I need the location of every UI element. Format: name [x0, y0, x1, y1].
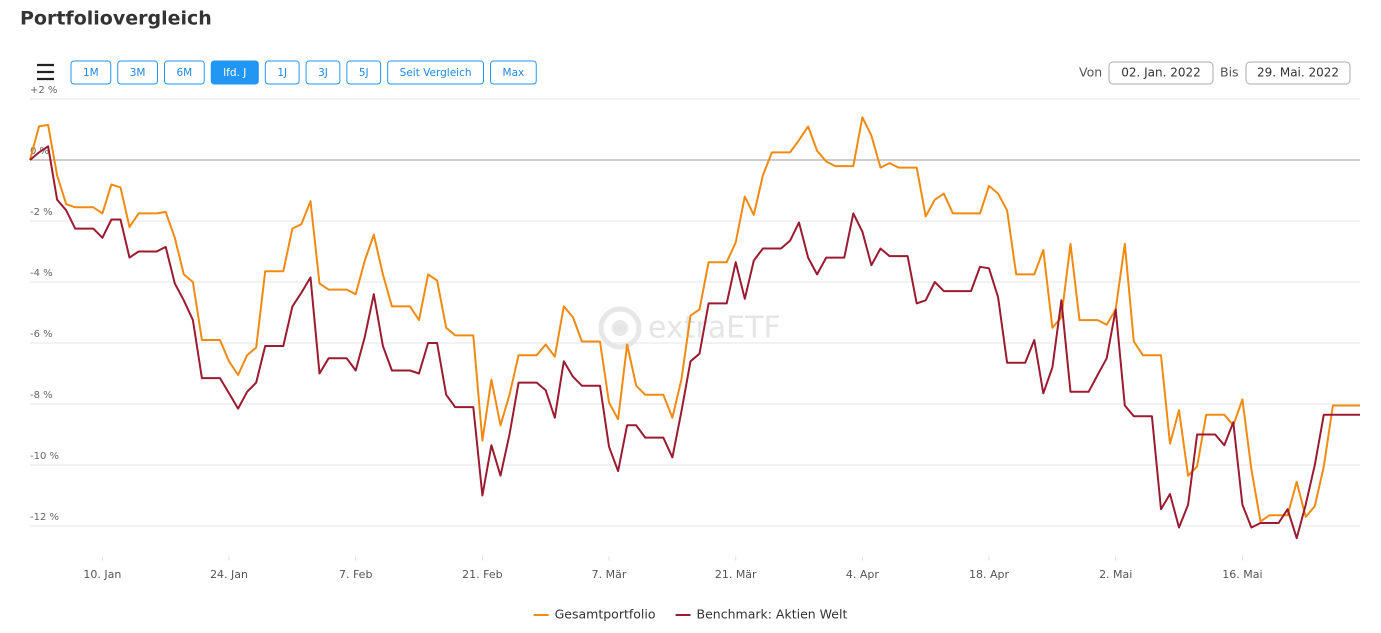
y-tick-label: -10 % — [30, 451, 59, 462]
x-tick-label: 7. Feb — [339, 568, 372, 581]
button-frame[interactable] — [305, 60, 341, 85]
button-label[interactable]: lfd. J — [223, 67, 246, 79]
button-frame[interactable] — [346, 60, 382, 85]
watermark-ring — [598, 306, 642, 350]
watermark: extraETF — [598, 306, 781, 350]
y-tick-label: -6 % — [30, 329, 53, 340]
range-button[interactable]: 3J — [305, 60, 341, 85]
x-tick-label: 16. Mai — [1222, 568, 1262, 581]
range-button[interactable]: lfd. J — [210, 60, 259, 85]
y-tick-label: -2 % — [30, 207, 53, 218]
x-tick-label: 24. Jan — [210, 568, 248, 581]
date-label: Bis — [1220, 65, 1239, 80]
button-label[interactable]: Seit Vergleich — [400, 67, 472, 79]
watermark-dot — [612, 320, 628, 336]
legend: Gesamtportfolio Benchmark: Aktien Welt — [533, 607, 848, 622]
button-frame[interactable] — [70, 60, 112, 85]
watermark-text: extraETF — [648, 311, 781, 346]
button-label[interactable]: 3J — [318, 67, 328, 79]
range-button[interactable]: Seit Vergleich — [387, 60, 485, 85]
date-value[interactable]: 02. Jan. 2022 — [1121, 66, 1201, 80]
button-label[interactable]: 6M — [177, 67, 193, 79]
series-line — [29, 116, 1360, 523]
button-frame[interactable] — [210, 60, 259, 85]
chart-title: Portfoliovergleich — [20, 8, 212, 30]
x-tick-label: 21. Feb — [462, 568, 502, 581]
button-frame[interactable] — [117, 60, 158, 85]
range-button[interactable]: 3M — [117, 60, 158, 85]
y-tick-label: +2 % — [30, 85, 57, 96]
x-tick-label: 4. Apr — [846, 568, 879, 581]
legend-label[interactable]: Gesamtportfolio — [555, 607, 656, 622]
date-input[interactable] — [1245, 61, 1351, 85]
button-label[interactable]: 3M — [130, 67, 146, 79]
x-tick-label: 10. Jan — [83, 568, 121, 581]
button-frame[interactable] — [387, 60, 485, 85]
button-label[interactable]: Max — [503, 67, 525, 79]
range-button[interactable]: 6M — [164, 60, 205, 85]
legend-item[interactable]: Benchmark: Aktien Welt — [675, 607, 848, 622]
button-label[interactable]: 1M — [83, 67, 99, 79]
range-button[interactable]: 1M — [70, 60, 112, 85]
series-line — [29, 145, 1360, 540]
range-button[interactable]: Max — [490, 60, 537, 85]
button-frame[interactable] — [264, 60, 300, 85]
button-label[interactable]: 1J — [277, 67, 287, 79]
legend-label[interactable]: Benchmark: Aktien Welt — [697, 607, 848, 622]
button-label[interactable]: 5J — [359, 67, 369, 79]
date-input[interactable] — [1108, 61, 1214, 85]
y-tick-label: -12 % — [30, 512, 59, 523]
button-frame[interactable] — [490, 60, 537, 85]
x-tick-label: 21. Mär — [715, 568, 757, 581]
y-tick-label: -8 % — [30, 390, 53, 401]
y-tick-label: -4 % — [30, 268, 53, 279]
button-frame[interactable] — [164, 60, 205, 85]
x-tick-label: 7. Mär — [592, 568, 627, 581]
range-button[interactable]: 1J — [264, 60, 300, 85]
date-value[interactable]: 29. Mai. 2022 — [1257, 66, 1339, 80]
range-button[interactable]: 5J — [346, 60, 382, 85]
x-tick-label: 18. Apr — [969, 568, 1009, 581]
x-tick-label: 2. Mai — [1099, 568, 1132, 581]
legend-item[interactable]: Gesamtportfolio — [533, 607, 656, 622]
date-label: Von — [1079, 65, 1102, 80]
menu-icon[interactable] — [37, 63, 54, 81]
